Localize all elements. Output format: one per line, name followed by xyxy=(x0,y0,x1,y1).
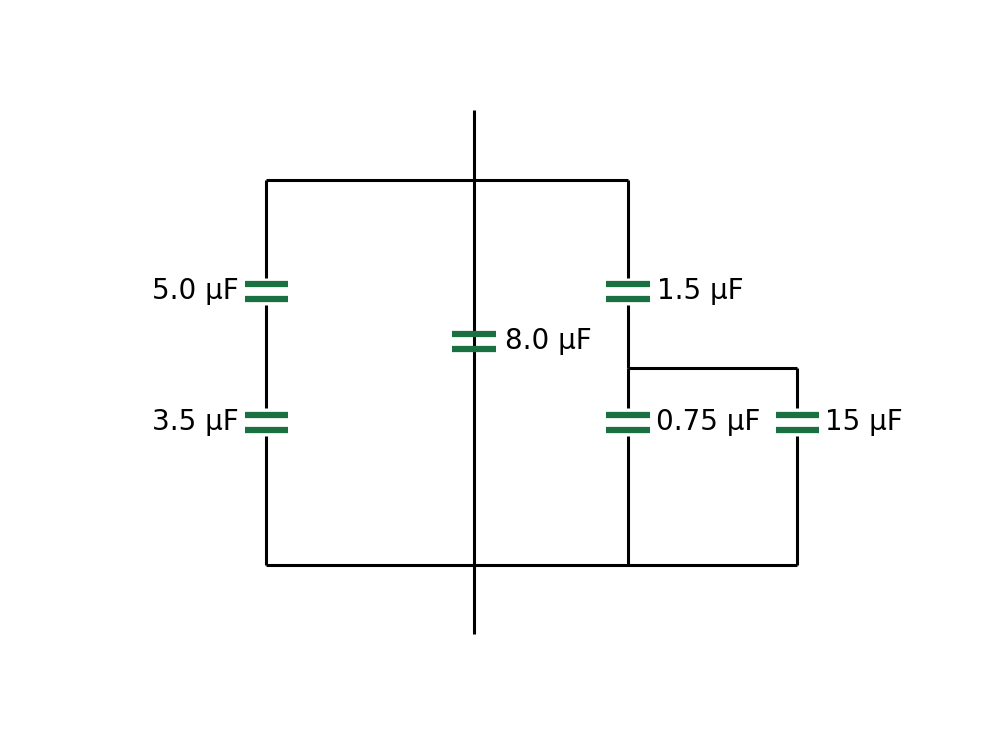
Text: 3.5 μF: 3.5 μF xyxy=(152,409,238,436)
Text: 1.5 μF: 1.5 μF xyxy=(657,277,744,306)
Text: 5.0 μF: 5.0 μF xyxy=(152,277,238,306)
Text: 15 μF: 15 μF xyxy=(825,409,903,436)
Text: 0.75 μF: 0.75 μF xyxy=(656,409,760,436)
Text: 8.0 μF: 8.0 μF xyxy=(505,327,592,356)
